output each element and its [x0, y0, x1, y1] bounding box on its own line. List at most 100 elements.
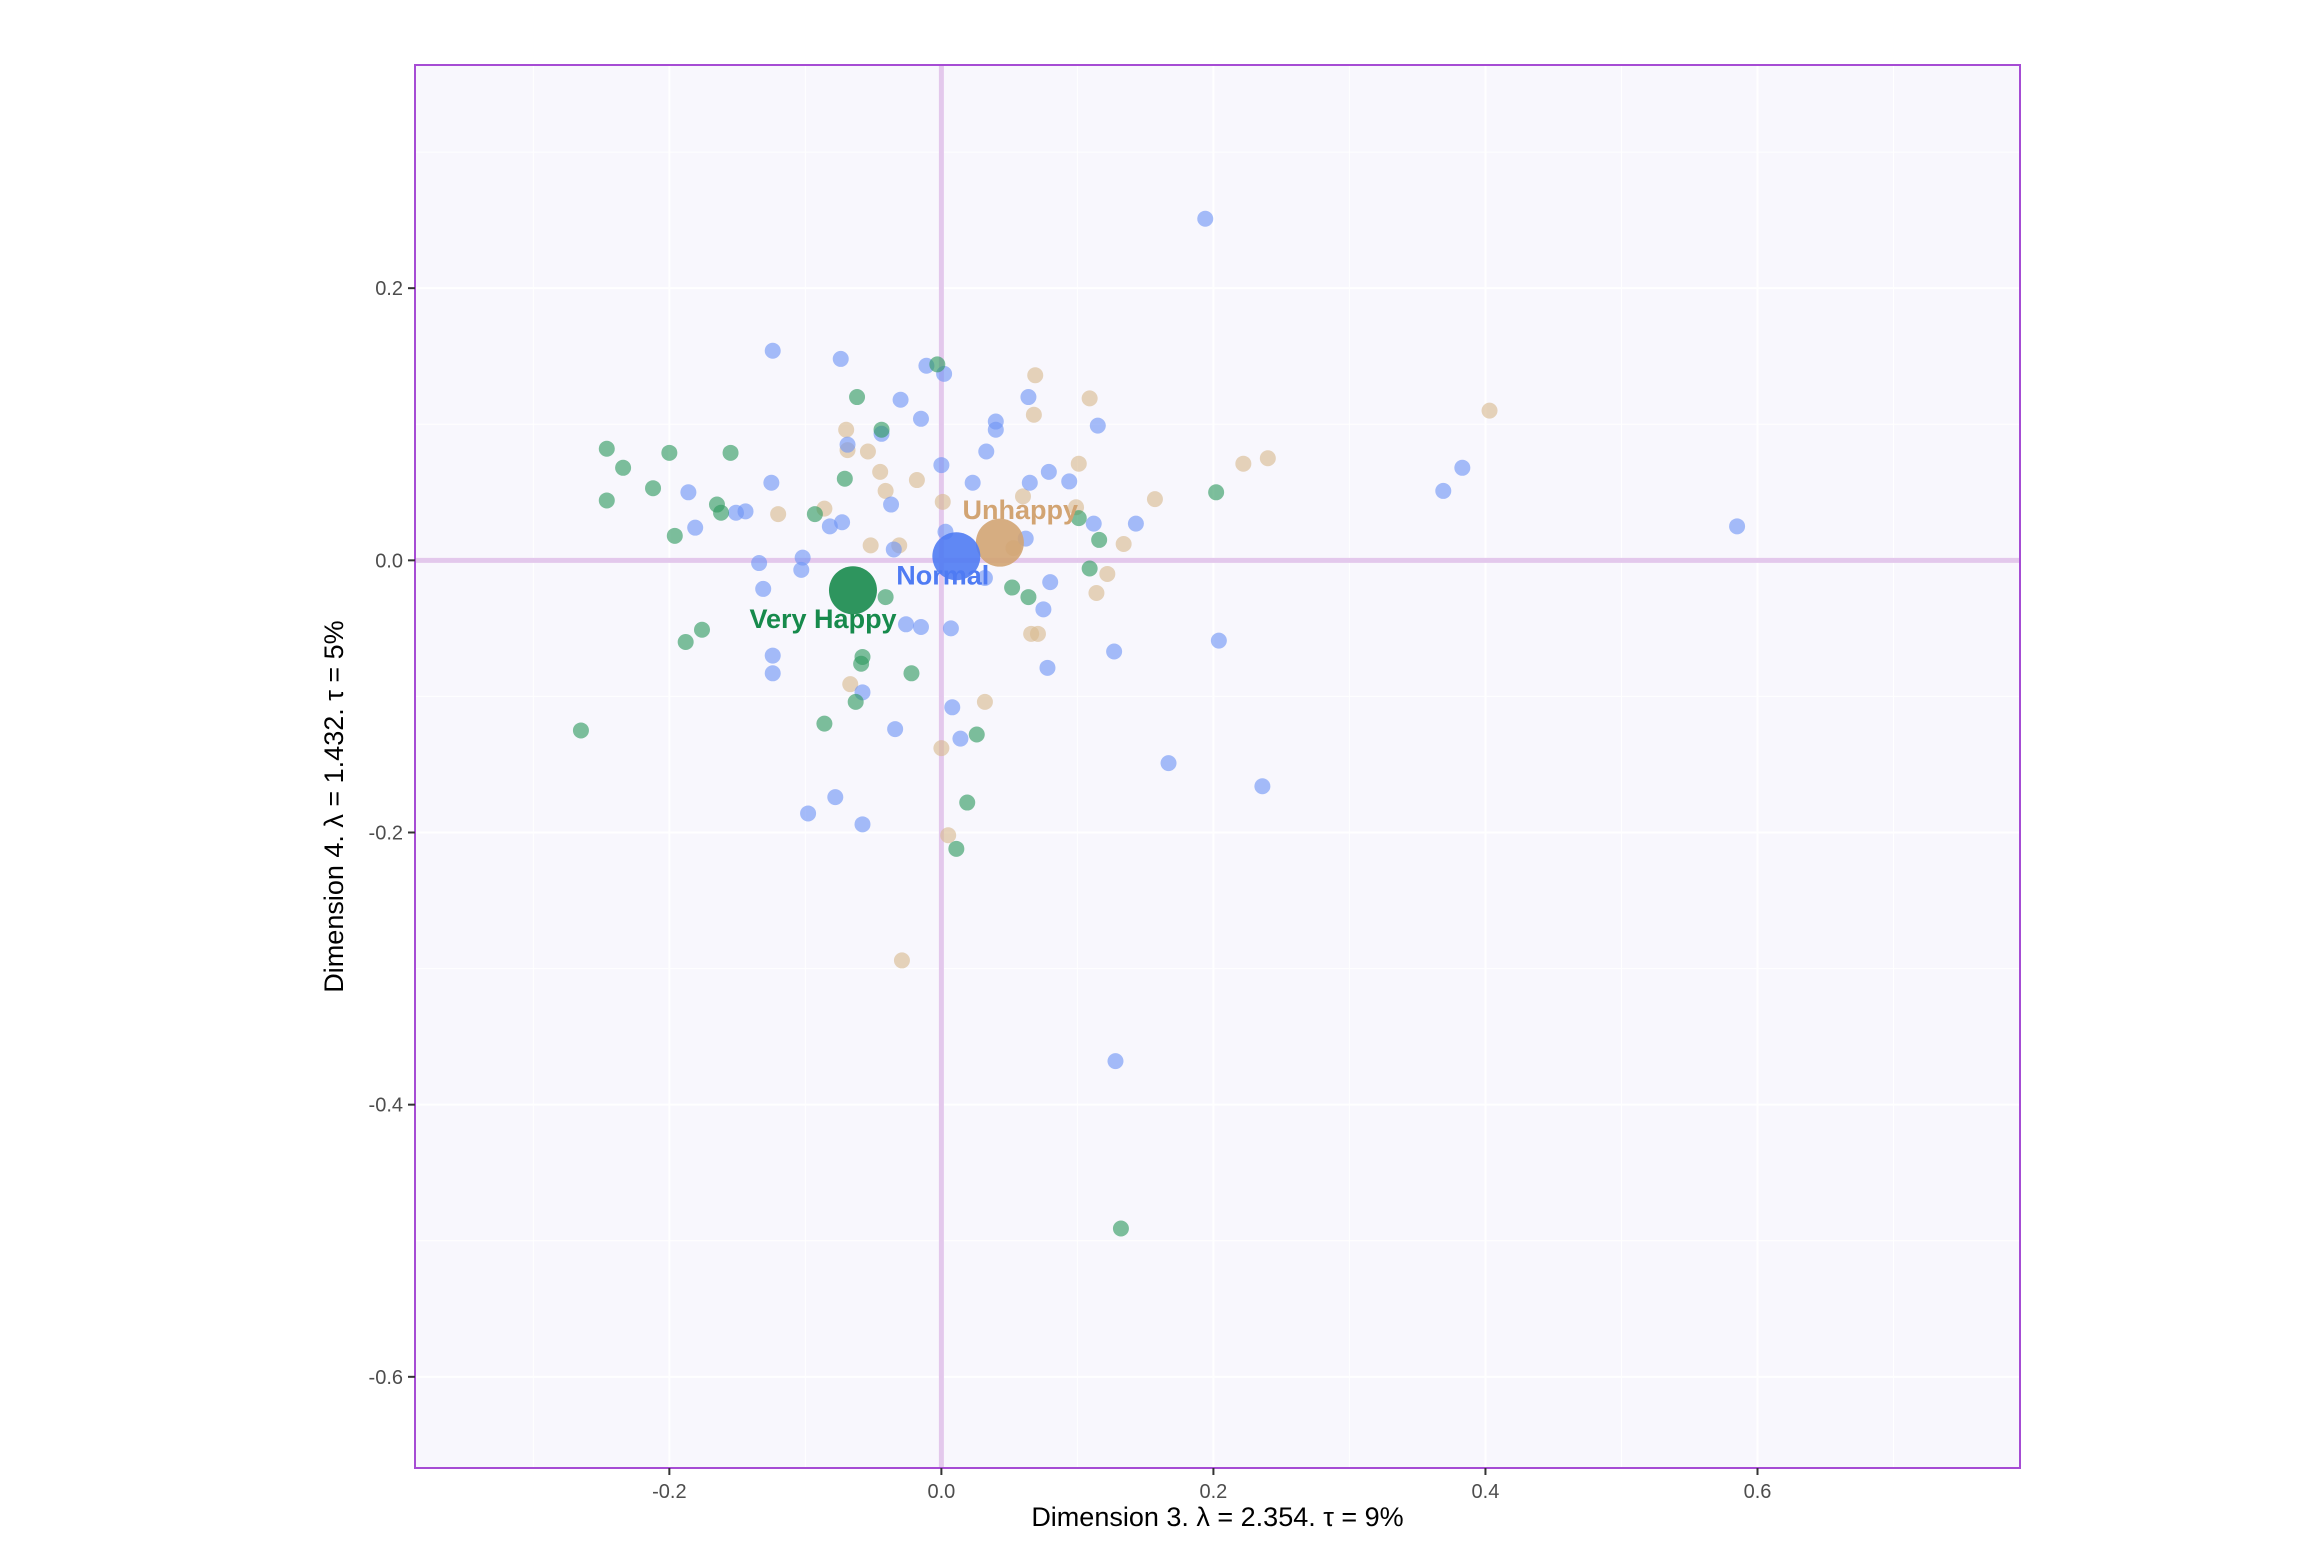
- data-point: [1004, 579, 1021, 596]
- data-point: [1039, 659, 1056, 676]
- data-point: [1454, 459, 1471, 476]
- data-point: [912, 619, 929, 636]
- data-point: [1020, 389, 1037, 406]
- minor-gridlines: [415, 65, 2020, 1468]
- data-point: [615, 459, 632, 476]
- y-tick-label: -0.4: [369, 1095, 403, 1117]
- data-point: [839, 436, 856, 453]
- x-tick-label: 0.2: [1200, 1481, 1228, 1503]
- data-point: [764, 342, 781, 359]
- data-point: [794, 549, 811, 566]
- data-point: [976, 570, 993, 587]
- data-point: [832, 350, 849, 367]
- data-point: [877, 589, 894, 606]
- data-point: [1115, 536, 1132, 553]
- data-point: [661, 444, 678, 461]
- data-point: [693, 621, 710, 638]
- data-point: [737, 503, 754, 520]
- data-point: [1112, 1220, 1129, 1237]
- data-point: [722, 444, 739, 461]
- data-point: [887, 721, 904, 738]
- data-point: [1085, 515, 1102, 532]
- data-point: [1070, 510, 1087, 527]
- data-point: [872, 463, 889, 480]
- data-point: [755, 580, 772, 597]
- data-point: [849, 389, 866, 406]
- data-point: [666, 527, 683, 544]
- data-point: [713, 504, 730, 521]
- x-tick-label: -0.2: [652, 1481, 686, 1503]
- data-point: [687, 519, 704, 536]
- y-tick-label: -0.2: [369, 822, 403, 844]
- data-point: [929, 356, 946, 373]
- data-point: [853, 655, 870, 672]
- centroid-point: [828, 566, 877, 615]
- data-point: [1029, 625, 1046, 642]
- y-axis-ticks: -0.6 -0.4 -0.2 0.0 0.2: [369, 278, 415, 1389]
- data-point: [1259, 450, 1276, 467]
- data-point: [834, 514, 851, 531]
- data-point: [1481, 402, 1498, 419]
- y-tick-label: 0.0: [375, 550, 403, 572]
- data-point: [898, 616, 915, 633]
- data-point: [847, 693, 864, 710]
- centroids: [828, 518, 1024, 615]
- data-point: [903, 665, 920, 682]
- data-point: [1014, 488, 1031, 505]
- data-point: [854, 816, 871, 833]
- data-point: [1729, 518, 1746, 535]
- data-point: [940, 827, 957, 844]
- data-point: [968, 726, 985, 743]
- data-point: [842, 676, 859, 693]
- data-point: [912, 410, 929, 427]
- y-tick-label: -0.6: [369, 1367, 403, 1389]
- data-point: [885, 541, 902, 558]
- data-point: [1235, 455, 1252, 472]
- data-point: [873, 421, 890, 438]
- centroid-label: Normal: [896, 560, 989, 590]
- centroid-point: [975, 518, 1024, 567]
- data-point: [934, 493, 951, 510]
- data-point: [948, 840, 965, 857]
- data-points: [572, 210, 1746, 1237]
- centroid-labels: Unhappy Normal Very Happy: [750, 495, 1079, 634]
- data-point: [1042, 574, 1059, 591]
- data-point: [933, 457, 950, 474]
- data-point: [964, 474, 981, 491]
- x-tick-label: 0.0: [927, 1481, 955, 1503]
- data-point: [877, 482, 894, 499]
- data-point: [908, 472, 925, 489]
- x-axis-ticks: -0.2 0.0 0.2 0.4 0.6: [652, 1468, 1771, 1503]
- y-tick-label: 0.2: [375, 278, 403, 300]
- data-point: [1061, 473, 1078, 490]
- data-point: [1106, 643, 1123, 660]
- data-point: [892, 391, 909, 408]
- data-point: [598, 440, 615, 457]
- data-point: [1197, 210, 1214, 227]
- data-point: [821, 518, 838, 535]
- x-tick-label: 0.6: [1744, 1481, 1772, 1503]
- data-point: [1025, 406, 1042, 423]
- data-point: [645, 480, 662, 497]
- centroid-label: Very Happy: [750, 604, 897, 634]
- plot-border: [414, 64, 2021, 1469]
- data-point: [680, 484, 697, 501]
- data-point: [862, 537, 879, 554]
- data-point: [959, 794, 976, 811]
- data-point: [859, 443, 876, 460]
- data-point: [816, 715, 833, 732]
- x-tick-label: 0.4: [1472, 1481, 1500, 1503]
- data-point: [793, 561, 810, 578]
- data-point: [763, 474, 780, 491]
- data-point: [1127, 515, 1144, 532]
- data-point: [944, 699, 961, 716]
- data-point: [1210, 632, 1227, 649]
- data-point: [770, 506, 787, 523]
- data-point: [806, 506, 823, 523]
- data-point: [1081, 390, 1098, 407]
- data-point: [933, 740, 950, 757]
- data-point: [976, 693, 993, 710]
- data-point: [1208, 484, 1225, 501]
- data-point: [1099, 565, 1116, 582]
